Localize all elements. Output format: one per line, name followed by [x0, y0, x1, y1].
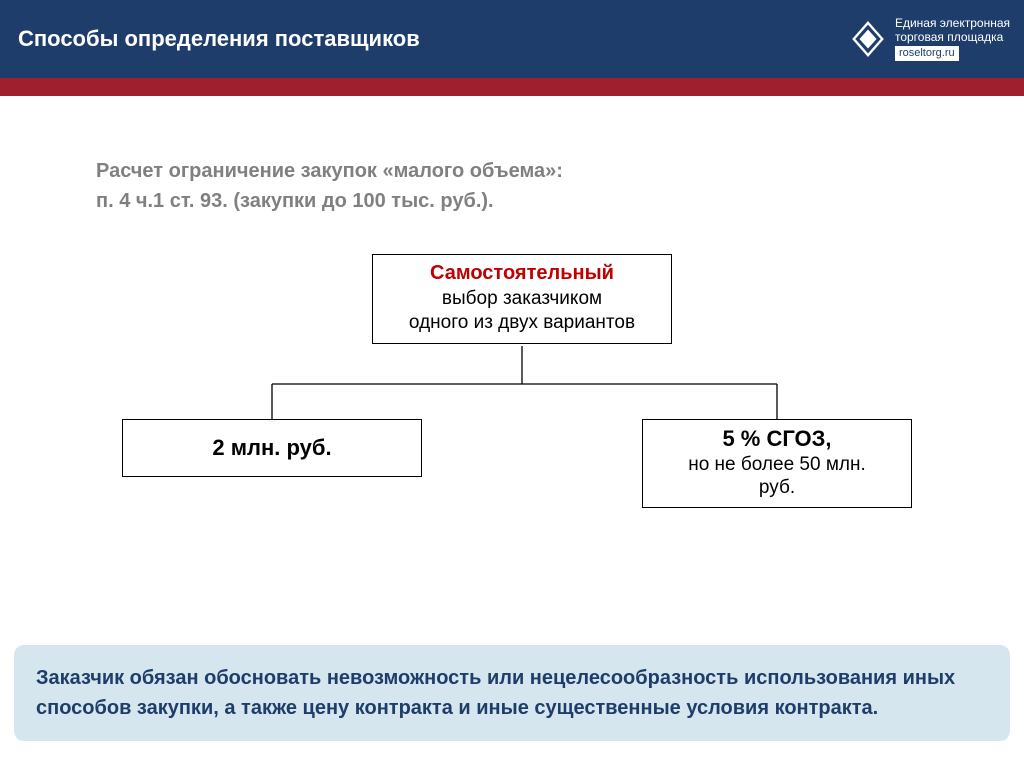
root-node-sub1: выбор заказчиком — [383, 287, 661, 311]
page-title: Способы определения поставщиков — [18, 26, 420, 52]
footer-text: Заказчик обязан обосновать невозможность… — [36, 663, 988, 723]
accent-strip — [0, 78, 1024, 96]
footer-callout: Заказчик обязан обосновать невозможность… — [14, 645, 1010, 741]
right-node: 5 % СГОЗ, но не более 50 млн. руб. — [642, 419, 912, 508]
root-node-title: Самостоятельный — [383, 261, 661, 287]
right-node-sub2: руб. — [649, 476, 905, 499]
root-node-sub2: одного из двух вариантов — [383, 311, 661, 335]
intro-line-1: Расчет ограничение закупок «малого объем… — [96, 156, 1024, 186]
logo: Единая электронная торговая площадка ros… — [849, 17, 1010, 61]
left-node: 2 млн. руб. — [122, 419, 422, 477]
logo-domain: roseltorg.ru — [895, 46, 959, 61]
root-node: Самостоятельный выбор заказчиком одного … — [372, 254, 672, 344]
intro-line-2: п. 4 ч.1 ст. 93. (закупки до 100 тыс. ру… — [96, 186, 1024, 216]
logo-line-2: торговая площадка — [895, 31, 1010, 45]
logo-line-1: Единая электронная — [895, 17, 1010, 31]
right-node-sub1: но не более 50 млн. — [649, 453, 905, 476]
intro-text: Расчет ограничение закупок «малого объем… — [96, 156, 1024, 216]
roseltorg-logo-icon — [849, 20, 887, 58]
left-node-label: 2 млн. руб. — [212, 435, 331, 461]
right-node-title: 5 % СГОЗ, — [649, 426, 905, 453]
header-bar: Способы определения поставщиков Единая э… — [0, 0, 1024, 78]
content-area: Расчет ограничение закупок «малого объем… — [0, 96, 1024, 514]
tree-diagram: Самостоятельный выбор заказчиком одного … — [112, 254, 912, 514]
logo-text: Единая электронная торговая площадка ros… — [895, 17, 1010, 61]
